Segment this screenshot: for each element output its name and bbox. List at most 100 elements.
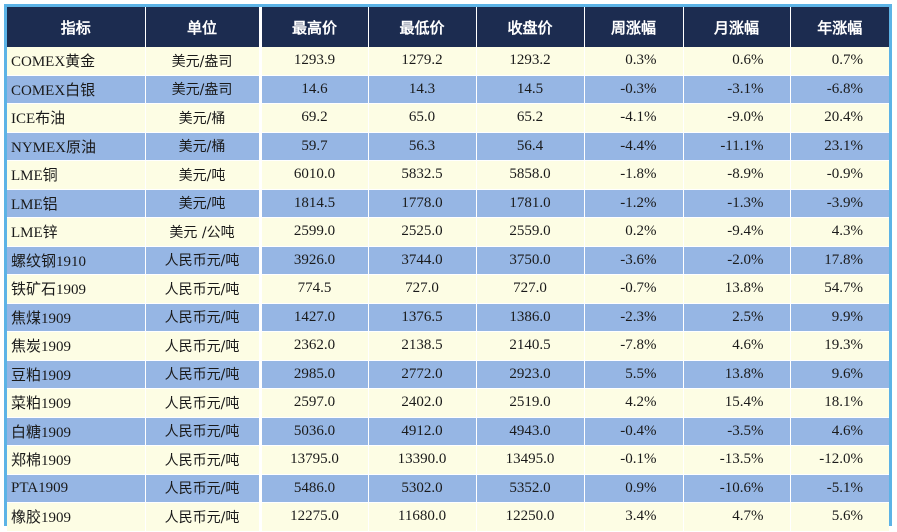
- unit-cell: 人民币元/吨: [145, 502, 262, 532]
- week-change-cell: -4.4%: [584, 132, 684, 161]
- header-year-change: 年涨幅: [790, 7, 889, 47]
- table-row: 焦煤1909 人民币元/吨 1427.0 1376.5 1386.0 -2.3% 2.5% 9…: [7, 303, 889, 332]
- year-change-cell: 5.6%: [790, 502, 889, 532]
- week-change-cell: 5.5%: [584, 360, 684, 389]
- header-month-change: 月涨幅: [683, 7, 791, 47]
- unit-cell: 人民币元/吨: [145, 331, 262, 361]
- close-cell: 2923.0: [476, 360, 585, 389]
- low-cell: 4912.0: [368, 417, 477, 446]
- high-cell: 2985.0: [260, 360, 369, 389]
- week-change-cell: -0.4%: [584, 417, 684, 446]
- unit-cell: 人民币元/吨: [145, 360, 262, 389]
- week-change-cell: 0.2%: [584, 217, 684, 247]
- close-cell: 2519.0: [476, 388, 585, 418]
- table-row: PTA1909 人民币元/吨 5486.0 5302.0 5352.0 0.9% -10.6…: [7, 474, 889, 503]
- table-frame: 指标 单位 最高价 最低价 收盘价 周涨幅 月涨幅 年涨幅 COMEX黄金 美元/…: [4, 4, 892, 532]
- unit-cell: 美元/桶: [145, 132, 262, 161]
- indicator-cell: 焦炭1909: [7, 331, 146, 361]
- month-change-cell: -8.9%: [683, 160, 791, 190]
- week-change-cell: 0.3%: [584, 47, 684, 76]
- table-row: ICE布油 美元/桶 69.2 65.0 65.2 -4.1% -9.0% 20.4%: [7, 103, 889, 133]
- year-change-cell: -3.9%: [790, 189, 889, 218]
- month-change-cell: -9.0%: [683, 103, 791, 133]
- week-change-cell: -0.7%: [584, 274, 684, 304]
- close-cell: 2140.5: [476, 331, 585, 361]
- high-cell: 13795.0: [260, 445, 369, 475]
- high-cell: 5036.0: [260, 417, 369, 446]
- unit-cell: 人民币元/吨: [145, 445, 262, 475]
- unit-cell: 美元/盎司: [145, 75, 262, 104]
- close-cell: 1386.0: [476, 303, 585, 332]
- close-cell: 12250.0: [476, 502, 585, 532]
- high-cell: 59.7: [260, 132, 369, 161]
- year-change-cell: 54.7%: [790, 274, 889, 304]
- year-change-cell: 4.3%: [790, 217, 889, 247]
- month-change-cell: 15.4%: [683, 388, 791, 418]
- low-cell: 1778.0: [368, 189, 477, 218]
- low-cell: 2772.0: [368, 360, 477, 389]
- high-cell: 774.5: [260, 274, 369, 304]
- indicator-cell: 白糖1909: [7, 417, 146, 446]
- indicator-cell: 菜粕1909: [7, 388, 146, 418]
- week-change-cell: -7.8%: [584, 331, 684, 361]
- year-change-cell: -6.8%: [790, 75, 889, 104]
- indicator-cell: COMEX黄金: [7, 47, 146, 76]
- week-change-cell: -1.2%: [584, 189, 684, 218]
- table-row: LME铜 美元/吨 6010.0 5832.5 5858.0 -1.8% -8.9% -0.9…: [7, 160, 889, 190]
- week-change-cell: -1.8%: [584, 160, 684, 190]
- year-change-cell: 23.1%: [790, 132, 889, 161]
- table-row: COMEX白银 美元/盎司 14.6 14.3 14.5 -0.3% -3.1% -6.8%: [7, 75, 889, 104]
- unit-cell: 美元/吨: [145, 160, 262, 190]
- close-cell: 4943.0: [476, 417, 585, 446]
- week-change-cell: 4.2%: [584, 388, 684, 418]
- commodity-price-table: 指标 单位 最高价 最低价 收盘价 周涨幅 月涨幅 年涨幅 COMEX黄金 美元/…: [7, 7, 889, 532]
- month-change-cell: -1.3%: [683, 189, 791, 218]
- table-row: 螺纹钢1910 人民币元/吨 3926.0 3744.0 3750.0 -3.6% -2.0…: [7, 246, 889, 275]
- year-change-cell: 20.4%: [790, 103, 889, 133]
- week-change-cell: 0.9%: [584, 474, 684, 503]
- indicator-cell: 郑棉1909: [7, 445, 146, 475]
- high-cell: 1814.5: [260, 189, 369, 218]
- low-cell: 14.3: [368, 75, 477, 104]
- close-cell: 14.5: [476, 75, 585, 104]
- indicator-cell: LME锌: [7, 217, 146, 247]
- year-change-cell: -5.1%: [790, 474, 889, 503]
- header-indicator: 指标: [7, 7, 146, 47]
- month-change-cell: 13.8%: [683, 274, 791, 304]
- high-cell: 2597.0: [260, 388, 369, 418]
- month-change-cell: 4.7%: [683, 502, 791, 532]
- unit-cell: 人民币元/吨: [145, 417, 262, 446]
- indicator-cell: LME铝: [7, 189, 146, 218]
- high-cell: 69.2: [260, 103, 369, 133]
- low-cell: 11680.0: [368, 502, 477, 532]
- month-change-cell: -11.1%: [683, 132, 791, 161]
- table-row: LME铝 美元/吨 1814.5 1778.0 1781.0 -1.2% -1.3% -3.9…: [7, 189, 889, 218]
- close-cell: 1781.0: [476, 189, 585, 218]
- header-high: 最高价: [260, 7, 369, 47]
- indicator-cell: 焦煤1909: [7, 303, 146, 332]
- low-cell: 56.3: [368, 132, 477, 161]
- week-change-cell: -2.3%: [584, 303, 684, 332]
- indicator-cell: LME铜: [7, 160, 146, 190]
- month-change-cell: -13.5%: [683, 445, 791, 475]
- week-change-cell: -0.1%: [584, 445, 684, 475]
- year-change-cell: -12.0%: [790, 445, 889, 475]
- week-change-cell: -4.1%: [584, 103, 684, 133]
- table-row: 白糖1909 人民币元/吨 5036.0 4912.0 4943.0 -0.4% -3.5%…: [7, 417, 889, 446]
- close-cell: 5352.0: [476, 474, 585, 503]
- high-cell: 2362.0: [260, 331, 369, 361]
- year-change-cell: 9.9%: [790, 303, 889, 332]
- year-change-cell: 18.1%: [790, 388, 889, 418]
- high-cell: 1427.0: [260, 303, 369, 332]
- close-cell: 1293.2: [476, 47, 585, 76]
- low-cell: 5832.5: [368, 160, 477, 190]
- table-header-row: 指标 单位 最高价 最低价 收盘价 周涨幅 月涨幅 年涨幅: [7, 7, 889, 47]
- unit-cell: 人民币元/吨: [145, 246, 262, 275]
- high-cell: 14.6: [260, 75, 369, 104]
- unit-cell: 人民币元/吨: [145, 474, 262, 503]
- low-cell: 2402.0: [368, 388, 477, 418]
- indicator-cell: PTA1909: [7, 474, 146, 503]
- week-change-cell: 3.4%: [584, 502, 684, 532]
- close-cell: 5858.0: [476, 160, 585, 190]
- high-cell: 5486.0: [260, 474, 369, 503]
